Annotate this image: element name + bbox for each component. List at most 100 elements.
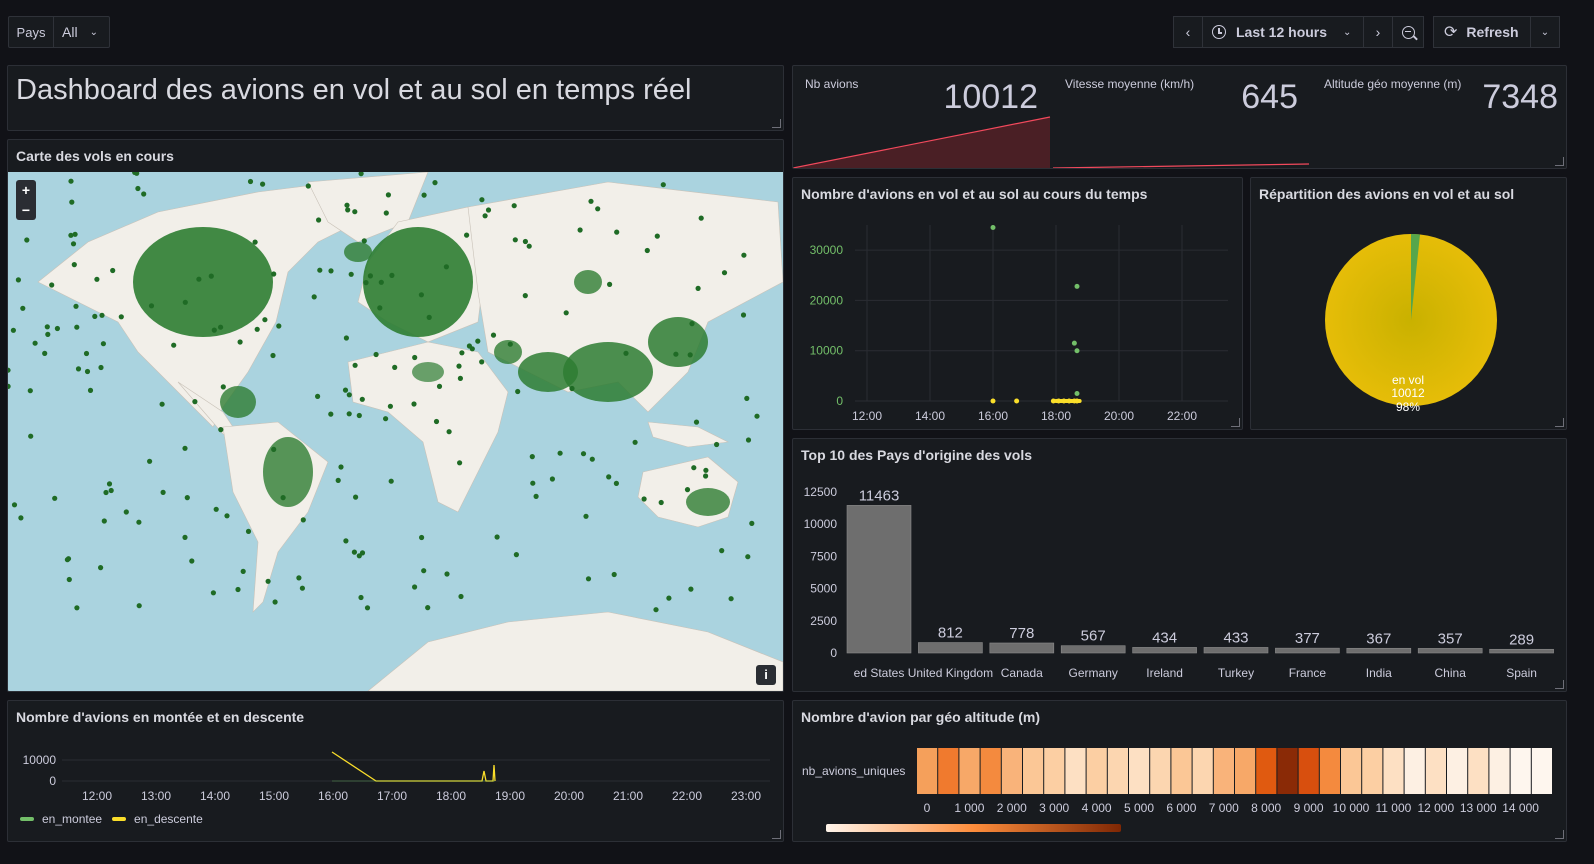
flight-marker[interactable] xyxy=(740,312,747,318)
flight-marker[interactable] xyxy=(383,210,389,216)
flight-marker[interactable] xyxy=(252,239,258,245)
flight-marker[interactable] xyxy=(389,272,395,278)
heatmap-cell[interactable] xyxy=(1065,748,1086,794)
flight-marker[interactable] xyxy=(388,478,394,484)
flight-marker[interactable] xyxy=(490,332,497,338)
flight-marker[interactable] xyxy=(363,280,369,286)
heatmap-cell[interactable] xyxy=(1235,748,1256,794)
flight-marker[interactable] xyxy=(299,585,305,591)
data-point[interactable] xyxy=(1074,348,1080,354)
flight-marker[interactable] xyxy=(70,241,77,247)
resize-handle[interactable] xyxy=(1231,418,1240,427)
flight-marker[interactable] xyxy=(184,495,190,501)
heatmap-cell[interactable] xyxy=(1256,748,1277,794)
flight-marker[interactable] xyxy=(443,264,449,270)
flight-marker[interactable] xyxy=(644,247,650,254)
heatmap-cell[interactable] xyxy=(1510,748,1531,794)
flight-marker[interactable] xyxy=(296,575,302,581)
bar[interactable] xyxy=(1060,645,1126,654)
flight-marker[interactable] xyxy=(311,294,317,300)
flight-marker[interactable] xyxy=(719,548,725,554)
flight-marker[interactable] xyxy=(466,343,472,349)
flight-marker[interactable] xyxy=(691,465,697,471)
flight-marker[interactable] xyxy=(421,192,427,198)
flight-marker[interactable] xyxy=(660,182,666,188)
flight-marker[interactable] xyxy=(83,350,90,357)
heatmap-cell[interactable] xyxy=(1086,748,1107,794)
flight-marker[interactable] xyxy=(533,493,539,499)
flight-marker[interactable] xyxy=(698,215,704,221)
flight-marker[interactable] xyxy=(52,495,58,501)
world-map[interactable] xyxy=(8,172,783,691)
flight-marker[interactable] xyxy=(507,341,513,347)
heatmap-cell[interactable] xyxy=(1001,748,1022,794)
flight-marker[interactable] xyxy=(74,324,80,330)
flight-marker[interactable] xyxy=(8,383,11,389)
flight-marker[interactable] xyxy=(280,495,286,501)
data-point[interactable] xyxy=(1014,398,1020,404)
flight-marker[interactable] xyxy=(262,317,268,323)
bar[interactable] xyxy=(1489,648,1554,654)
flight-marker[interactable] xyxy=(444,571,450,577)
flight-marker[interactable] xyxy=(352,362,358,368)
flight-marker[interactable] xyxy=(343,335,349,341)
flight-marker[interactable] xyxy=(377,305,383,311)
heatmap-cell[interactable] xyxy=(1150,748,1171,794)
flight-marker[interactable] xyxy=(458,593,464,600)
flight-marker[interactable] xyxy=(18,515,24,521)
flight-marker[interactable] xyxy=(160,489,166,495)
flight-marker[interactable] xyxy=(235,586,241,593)
heatmap-cell[interactable] xyxy=(1447,748,1468,794)
flight-marker[interactable] xyxy=(373,351,379,358)
flight-marker[interactable] xyxy=(72,231,78,237)
flight-marker[interactable] xyxy=(136,519,142,525)
flight-marker[interactable] xyxy=(695,285,701,291)
flight-marker[interactable] xyxy=(118,314,124,320)
resize-handle[interactable] xyxy=(1555,830,1564,839)
flight-marker[interactable] xyxy=(693,419,700,425)
flight-marker[interactable] xyxy=(378,279,384,285)
flight-marker[interactable] xyxy=(744,395,750,401)
heatmap-cell[interactable] xyxy=(1383,748,1404,794)
flight-marker[interactable] xyxy=(196,276,202,282)
bar[interactable] xyxy=(1417,648,1483,654)
timeseries-chart[interactable]: 12:00 14:00 16:00 18:00 20:00 22:00 0 10000 2000… xyxy=(793,178,1244,431)
flight-marker[interactable] xyxy=(265,578,271,584)
flight-marker[interactable] xyxy=(240,568,246,574)
flight-marker[interactable] xyxy=(192,399,198,405)
flight-marker[interactable] xyxy=(237,339,243,345)
data-point[interactable] xyxy=(990,225,996,231)
flight-marker[interactable] xyxy=(421,568,427,574)
legend-label-montee[interactable]: en_montee xyxy=(42,812,103,826)
flight-marker[interactable] xyxy=(419,534,425,541)
time-range-picker[interactable]: Last 12 hours ⌄ xyxy=(1202,16,1364,48)
flight-marker[interactable] xyxy=(66,576,72,583)
flight-marker[interactable] xyxy=(361,238,367,244)
flight-marker[interactable] xyxy=(367,273,373,279)
flight-marker[interactable] xyxy=(392,364,398,370)
flight-marker[interactable] xyxy=(623,350,629,356)
flight-marker[interactable] xyxy=(607,281,613,287)
flight-marker[interactable] xyxy=(94,276,100,282)
flight-marker[interactable] xyxy=(271,446,277,452)
flight-marker[interactable] xyxy=(512,237,518,243)
bar[interactable] xyxy=(1203,647,1269,654)
flight-marker[interactable] xyxy=(218,427,224,433)
flight-marker[interactable] xyxy=(100,341,106,347)
flight-marker[interactable] xyxy=(513,552,519,558)
flight-marker[interactable] xyxy=(577,227,583,233)
heatmap-cell[interactable] xyxy=(1531,748,1552,794)
flight-marker[interactable] xyxy=(356,412,362,419)
flight-marker[interactable] xyxy=(328,268,334,274)
data-point[interactable] xyxy=(990,398,996,404)
flight-marker[interactable] xyxy=(328,411,334,417)
flight-marker[interactable] xyxy=(106,481,113,487)
flight-marker[interactable] xyxy=(580,451,587,457)
flight-marker[interactable] xyxy=(224,513,230,519)
flight-marker[interactable] xyxy=(54,325,61,332)
flight-marker[interactable] xyxy=(189,558,195,564)
flight-marker[interactable] xyxy=(211,327,217,333)
flight-marker[interactable] xyxy=(276,323,282,329)
heatmap-cell[interactable] xyxy=(1489,748,1510,794)
heatmap-cell[interactable] xyxy=(1044,748,1065,794)
